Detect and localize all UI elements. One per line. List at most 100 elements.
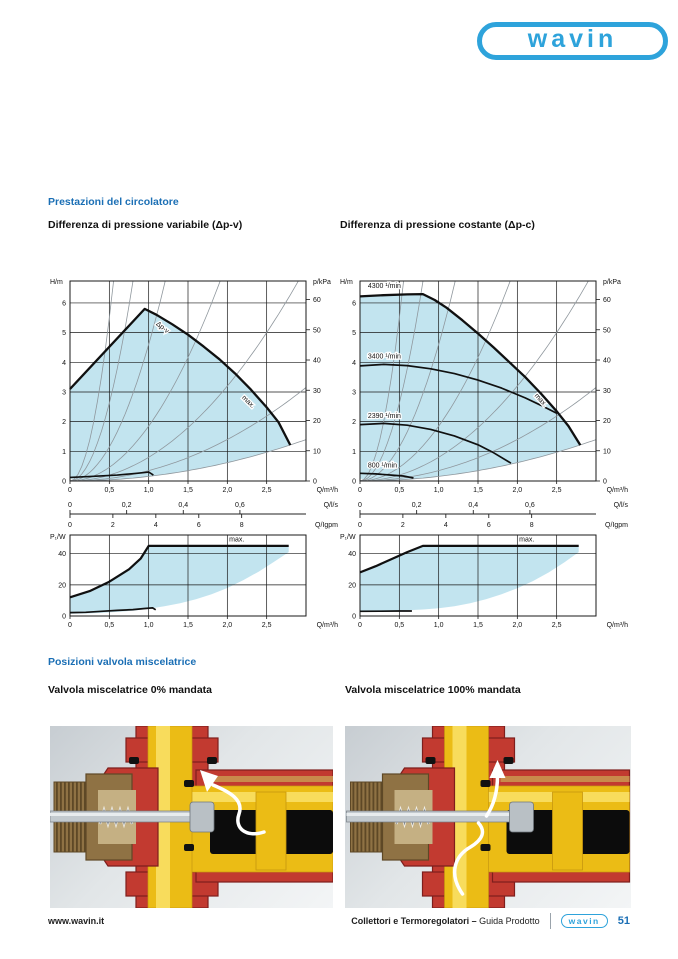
footer-doc-title-bold: Collettori e Termoregolatori – <box>351 916 477 926</box>
svg-text:2: 2 <box>62 419 66 426</box>
svg-text:5: 5 <box>352 330 356 337</box>
svg-text:2,5: 2,5 <box>552 622 562 629</box>
svg-text:p/kPa: p/kPa <box>603 279 621 286</box>
svg-text:Q/m³/h: Q/m³/h <box>607 487 628 494</box>
svg-text:0,6: 0,6 <box>525 502 535 509</box>
svg-text:2,5: 2,5 <box>552 487 562 494</box>
svg-text:3400 ¹/min: 3400 ¹/min <box>368 354 401 361</box>
power-region <box>360 545 579 611</box>
svg-text:1,5: 1,5 <box>183 487 193 494</box>
svg-text:3: 3 <box>352 389 356 396</box>
svg-text:0: 0 <box>358 502 362 509</box>
svg-text:2,0: 2,0 <box>512 487 522 494</box>
curve-2390-rpm <box>359 422 512 464</box>
svg-text:20: 20 <box>603 418 611 425</box>
svg-text:8: 8 <box>240 522 244 529</box>
max-curve <box>69 307 292 446</box>
svg-text:2,0: 2,0 <box>512 622 522 629</box>
section-heading-circulator-performance: Prestazioni del circolatore <box>48 196 179 208</box>
svg-text:20: 20 <box>348 582 356 589</box>
footer: www.wavin.it Collettori e Termoregolator… <box>48 913 630 929</box>
footer-doc-title-light: Guida Prodotto <box>476 916 540 926</box>
svg-text:0: 0 <box>68 622 72 629</box>
svg-text:0: 0 <box>358 622 362 629</box>
svg-text:1,0: 1,0 <box>144 622 154 629</box>
svg-text:Q/m³/h: Q/m³/h <box>317 622 338 629</box>
svg-text:0: 0 <box>62 614 66 621</box>
footer-wavin-logo-text: wavin <box>568 915 600 926</box>
footer-divider <box>549 913 551 929</box>
svg-text:Q/m³/h: Q/m³/h <box>317 487 338 494</box>
svg-text:0: 0 <box>352 479 356 486</box>
svg-text:0,4: 0,4 <box>178 502 188 509</box>
svg-text:0: 0 <box>313 479 317 486</box>
chart-title-variable: Differenza di pressione variabile (Δp-v) <box>48 219 243 231</box>
svg-text:40: 40 <box>603 358 611 365</box>
svg-text:0,2: 0,2 <box>412 502 422 509</box>
svg-text:4: 4 <box>352 360 356 367</box>
svg-text:1,5: 1,5 <box>473 487 483 494</box>
svg-text:40: 40 <box>58 551 66 558</box>
svg-text:p/kPa: p/kPa <box>313 279 331 286</box>
svg-text:800 ¹/min: 800 ¹/min <box>368 463 397 470</box>
flow-unit-scales: 0 0,2 0,4 0,6 Q/l/s 0 2 4 6 8 Q/Igpm <box>358 502 628 529</box>
svg-text:5: 5 <box>62 330 66 337</box>
svg-text:H/m: H/m <box>50 279 63 286</box>
svg-text:0: 0 <box>358 522 362 529</box>
operating-region <box>70 308 291 481</box>
svg-text:0,6: 0,6 <box>235 502 245 509</box>
footer-wavin-logo: wavin <box>560 913 608 929</box>
svg-text:0: 0 <box>62 479 66 486</box>
svg-text:6: 6 <box>197 522 201 529</box>
valve-title-100-percent: Valvola miscelatrice 100% mandata <box>345 684 521 696</box>
svg-text:Q/Igpm: Q/Igpm <box>315 522 338 529</box>
svg-text:50: 50 <box>313 327 321 334</box>
svg-text:1,5: 1,5 <box>473 622 483 629</box>
grid <box>70 535 306 616</box>
max-curve <box>359 292 582 446</box>
chart-title-constant: Differenza di pressione costante (Δp-c) <box>340 219 535 231</box>
footer-doc-title: Collettori e Termoregolatori – Guida Pro… <box>351 916 539 926</box>
wavin-logo-text: wavin <box>527 24 618 53</box>
svg-text:0,5: 0,5 <box>394 622 404 629</box>
svg-text:4: 4 <box>444 522 448 529</box>
svg-text:2: 2 <box>111 522 115 529</box>
grid <box>360 535 596 616</box>
valve-drawing <box>50 726 333 908</box>
svg-text:Q/l/s: Q/l/s <box>614 502 629 509</box>
svg-text:1,0: 1,0 <box>434 622 444 629</box>
curve-p-max <box>69 544 289 599</box>
svg-text:0: 0 <box>358 487 362 494</box>
flow-arrow <box>200 770 266 836</box>
svg-text:50: 50 <box>603 327 611 334</box>
svg-text:Q/Igpm: Q/Igpm <box>605 522 628 529</box>
svg-text:6: 6 <box>487 522 491 529</box>
curve-3400-rpm <box>359 363 558 415</box>
svg-text:1: 1 <box>352 449 356 456</box>
curve-p-max <box>359 544 579 574</box>
svg-text:20: 20 <box>313 418 321 425</box>
svg-text:1,0: 1,0 <box>434 487 444 494</box>
svg-text:2,0: 2,0 <box>222 622 232 629</box>
valve-cutaway-image-100-percent <box>345 726 631 908</box>
svg-text:2: 2 <box>352 419 356 426</box>
svg-text:20: 20 <box>58 582 66 589</box>
svg-text:1,5: 1,5 <box>183 622 193 629</box>
svg-text:8: 8 <box>530 522 534 529</box>
svg-text:1,0: 1,0 <box>144 487 154 494</box>
wavin-logo: wavin <box>477 22 668 60</box>
svg-text:0: 0 <box>603 479 607 486</box>
svg-text:Q/l/s: Q/l/s <box>324 502 339 509</box>
svg-text:2,5: 2,5 <box>262 487 272 494</box>
svg-text:max.: max. <box>519 537 534 544</box>
svg-text:10: 10 <box>313 448 321 455</box>
valve-cutaway-image-0-percent <box>50 726 333 908</box>
svg-text:max.: max. <box>229 537 244 544</box>
svg-text:P₁/W: P₁/W <box>340 534 356 541</box>
svg-text:2,5: 2,5 <box>262 622 272 629</box>
svg-text:0,5: 0,5 <box>394 487 404 494</box>
